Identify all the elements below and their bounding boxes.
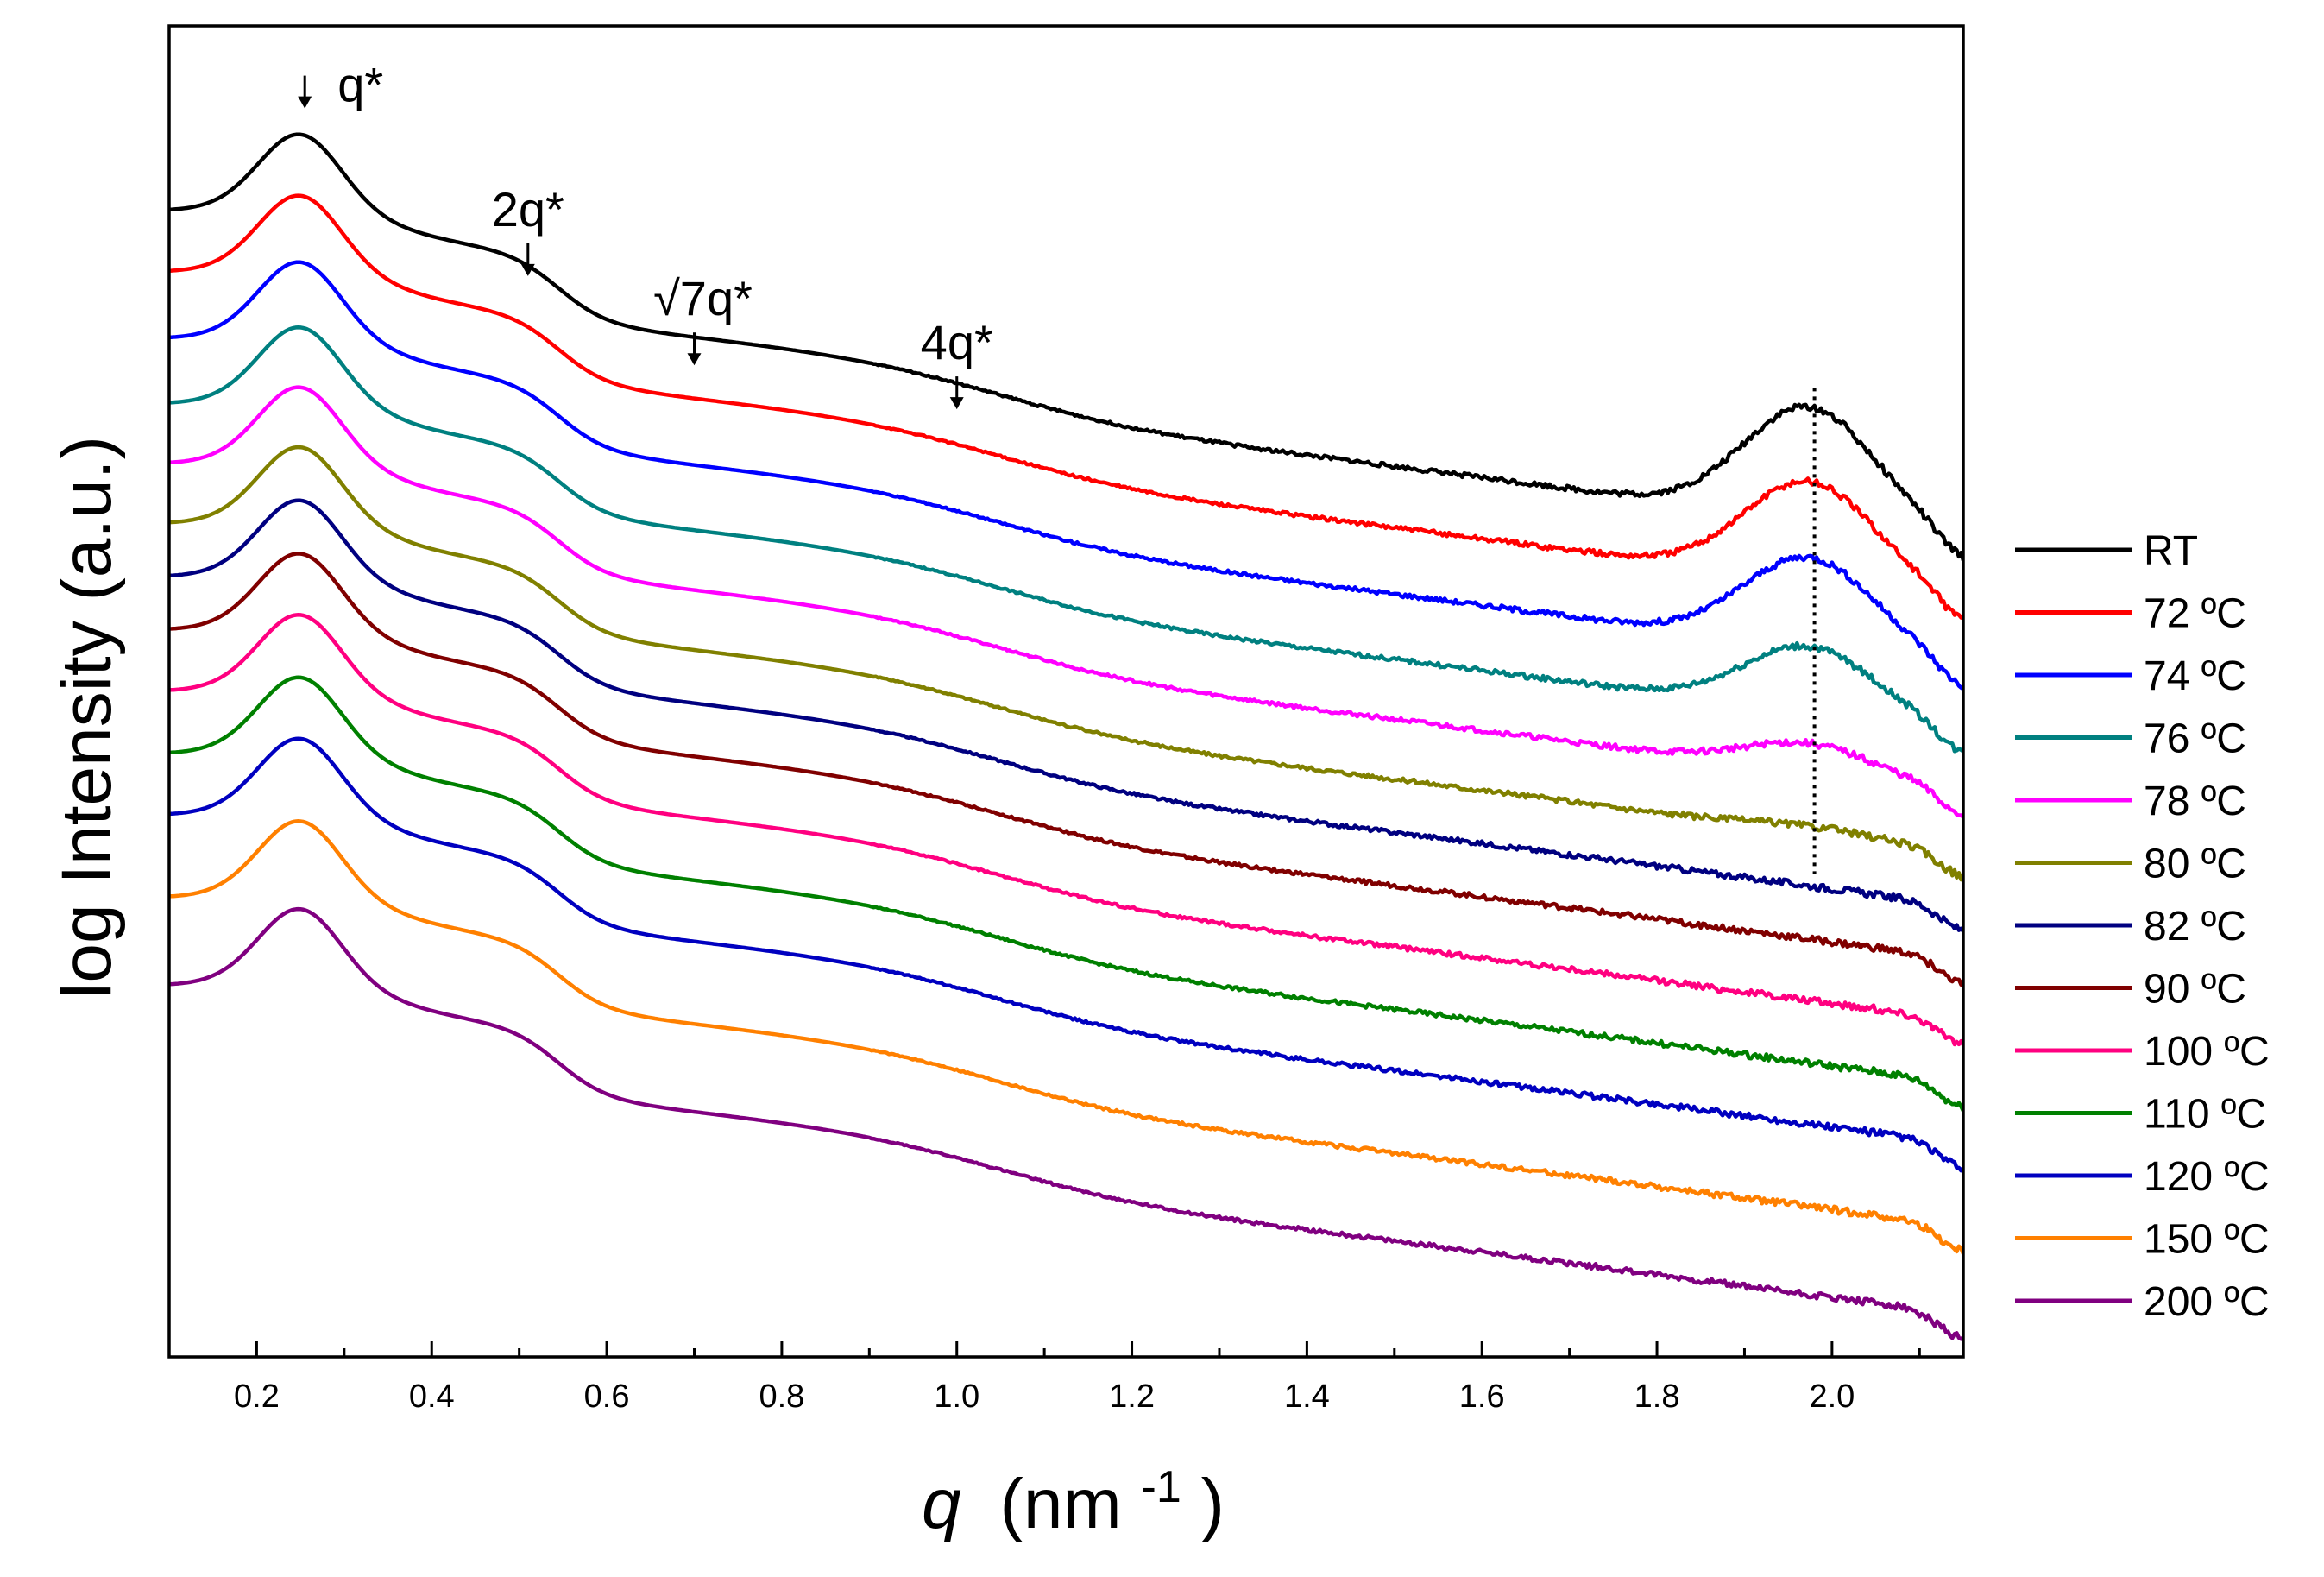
annotation-label: 4q* <box>921 315 993 369</box>
x-axis-unit-close: ) <box>1201 1465 1225 1543</box>
series-line-8 <box>169 552 1963 987</box>
legend-label: RT <box>2144 528 2198 574</box>
x-axis-label: q (nm -1 ) <box>922 1439 1225 1543</box>
x-tick-label: 0.2 <box>234 1378 280 1415</box>
legend-label: 72 ºC <box>2144 591 2246 637</box>
x-tick-label: 1.0 <box>934 1378 979 1415</box>
x-tick-label: 1.8 <box>1634 1378 1680 1415</box>
legend-label: 90 ºC <box>2144 967 2246 1012</box>
annotation-label: 2q* <box>492 182 564 237</box>
x-tick-label: 0.6 <box>584 1378 630 1415</box>
annotation-arrow-head <box>687 353 702 366</box>
legend-label: 82 ºC <box>2144 904 2246 949</box>
legend-label: 100 ºC <box>2144 1029 2270 1075</box>
legend: RT 72 ºC 74 ºC 76 ºC 78 ºC 80 ºC 82 ºC 90 ºC 100… <box>2015 528 2270 1325</box>
series-line-10 <box>169 675 1963 1112</box>
legend-label: 78 ºC <box>2144 779 2246 824</box>
x-tick-label: 0.4 <box>409 1378 455 1415</box>
series-line-9 <box>169 613 1963 1047</box>
legend-label: 80 ºC <box>2144 842 2246 887</box>
peak-annotations: q* 2q* √7q* 4q* <box>298 58 993 410</box>
series-line-12 <box>169 819 1963 1255</box>
x-axis-symbol: q <box>922 1465 961 1543</box>
annotation-arrow-head <box>949 397 964 410</box>
series-line-4 <box>169 325 1963 754</box>
series-line-2 <box>169 193 1963 621</box>
legend-label: 200 ºC <box>2144 1279 2270 1325</box>
legend-label: 150 ºC <box>2144 1217 2270 1263</box>
annotation-arrow-head <box>520 263 535 276</box>
x-tick-label: 2.0 <box>1809 1378 1855 1415</box>
series-line-13 <box>169 906 1963 1341</box>
series-line-6 <box>169 445 1963 882</box>
series-line-1 <box>169 132 1963 561</box>
series-line-7 <box>169 498 1963 933</box>
annotation-label: √7q* <box>653 271 753 325</box>
plot-frame <box>167 24 1965 1359</box>
x-axis-unit-exponent: -1 <box>1142 1462 1181 1512</box>
x-axis-unit: (nm <box>1000 1465 1122 1543</box>
y-axis-label: log Intensity (a.u.) <box>47 436 126 999</box>
series-line-5 <box>169 385 1963 819</box>
legend-label: 76 ºC <box>2144 716 2246 762</box>
legend-label: 110 ºC <box>2144 1092 2266 1138</box>
x-tick-label: 1.4 <box>1284 1378 1330 1415</box>
legend-label: 74 ºC <box>2144 653 2246 699</box>
annotation-label: q* <box>337 58 383 112</box>
x-axis: 0.2 0.4 0.6 0.8 1.0 1.2 1.4 1.6 1.8 2.0 <box>167 1341 1921 1415</box>
series-line-11 <box>169 736 1963 1173</box>
annotation-arrow-head <box>298 96 312 109</box>
x-tick-label: 0.8 <box>759 1378 804 1415</box>
x-tick-label: 1.2 <box>1109 1378 1155 1415</box>
x-tick-label: 1.6 <box>1459 1378 1505 1415</box>
series-line-3 <box>169 260 1963 691</box>
plot-area <box>169 132 1963 1341</box>
legend-label: 120 ºC <box>2144 1154 2270 1200</box>
